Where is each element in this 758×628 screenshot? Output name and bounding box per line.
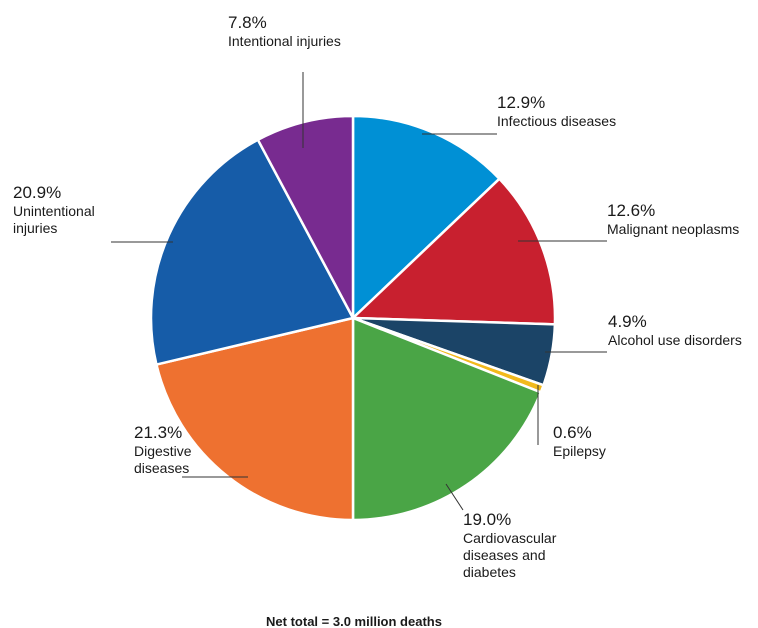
slice-category-label: Infectious diseases [497, 113, 616, 129]
slice-category-label: Alcohol use disorders [608, 332, 742, 348]
slice-category-label: Unintentional [13, 203, 95, 219]
slice-percent-label: 7.8% [228, 13, 267, 32]
pie-slice-unintentional-injuries [149, 138, 355, 367]
slice-percent-label: 4.9% [608, 312, 647, 331]
slice-category-label: Cardiovascular [463, 530, 557, 546]
slice-percent-label: 0.6% [553, 423, 592, 442]
leader-line [445, 483, 464, 511]
slice-category-label: Epilepsy [553, 443, 606, 459]
chart-footnote: Net total = 3.0 million deaths [266, 614, 442, 628]
slice-percent-label: 12.6% [607, 201, 655, 220]
pie-slices [149, 114, 557, 522]
slice-category-label: Malignant neoplasms [607, 221, 739, 237]
slice-category-label: diseases and [463, 547, 546, 563]
slice-category-label: diabetes [463, 564, 516, 580]
slice-category-label: diseases [134, 460, 189, 476]
slice-category-label: Digestive [134, 443, 192, 459]
pie-slice-infectious-diseases [351, 114, 502, 321]
slice-percent-label: 21.3% [134, 423, 182, 442]
slice-category-label: injuries [13, 220, 57, 236]
slice-labels: 12.9%Infectious diseases 12.6%Malignant n… [13, 13, 742, 580]
slice-percent-label: 20.9% [13, 183, 61, 202]
slice-category-label: Intentional injuries [228, 33, 341, 49]
pie-slice-cardiovascular-diseases-and-diabetes [351, 316, 543, 522]
pie-slice-malignant-neoplasms [349, 177, 557, 326]
slice-percent-label: 19.0% [463, 510, 511, 529]
pie-slice-intentional-injuries [256, 114, 355, 319]
leader-lines [111, 72, 607, 511]
slice-percent-label: 12.9% [497, 93, 545, 112]
pie-slice-digestive-diseases [154, 316, 355, 522]
